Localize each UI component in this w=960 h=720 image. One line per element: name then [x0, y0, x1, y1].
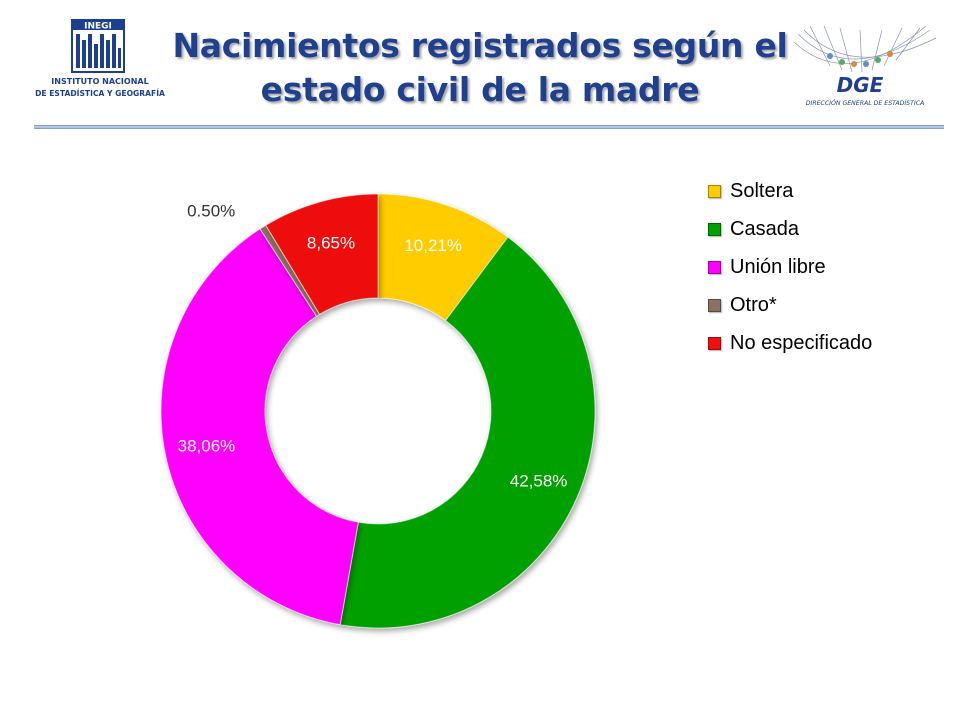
- legend-label: Otro*: [730, 293, 777, 316]
- legend-label: Unión libre: [730, 255, 826, 278]
- slice-no-especificado: [265, 193, 379, 315]
- inegi-logo-line1: INSTITUTO NACIONAL: [51, 77, 148, 86]
- legend-swatch: [708, 184, 721, 198]
- legend-swatch: [708, 336, 721, 350]
- inegi-logo: INEGI INSTITUTO NACIONAL DE ESTADÍSTICA …: [35, 19, 165, 98]
- legend-label: No especificado: [730, 331, 873, 354]
- header-divider: [34, 125, 944, 129]
- data-label-union-libre: 38,06%: [178, 437, 236, 456]
- dge-logo: DGE DIRECCIÓN GENERAL DE ESTADÍSTICA: [793, 26, 937, 107]
- legend-swatch: [708, 222, 721, 236]
- legend-label: Soltera: [730, 179, 794, 202]
- data-label-soltera: 10,21%: [404, 236, 462, 255]
- legend-swatch: [708, 298, 721, 312]
- legend-item-no-especificado: No especificado: [708, 324, 948, 362]
- inegi-logo-line2: DE ESTADÍSTICA Y GEOGRAFÍA: [35, 89, 165, 98]
- page-title-line2: estado civil de la madre: [260, 70, 700, 109]
- data-label-no-especificado: 8,65%: [307, 233, 355, 252]
- dge-logo-subtitle: DIRECCIÓN GENERAL DE ESTADÍSTICA: [806, 98, 925, 107]
- donut-data-labels: 10,21% 42,58% 38,06% 0.50% 8,65%: [178, 201, 568, 490]
- legend-swatch: [708, 260, 721, 274]
- inegi-logo-mark: INEGI: [84, 22, 112, 32]
- legend-item-casada: Casada: [708, 210, 948, 248]
- page-title: Nacimientos registrados según el estado …: [150, 24, 810, 112]
- slice-union-libre: [160, 228, 359, 626]
- legend-item-otro: Otro*: [708, 286, 948, 324]
- legend-item-union-libre: Unión libre: [708, 248, 948, 286]
- page-title-line1: Nacimientos registrados según el: [172, 26, 788, 65]
- legend-item-soltera: Soltera: [708, 172, 948, 210]
- data-label-casada: 42,58%: [510, 472, 568, 491]
- legend-label: Casada: [730, 217, 799, 240]
- slice-casada: [339, 236, 596, 629]
- data-label-otro: 0.50%: [187, 201, 235, 220]
- dge-logo-mark: DGE: [837, 73, 884, 97]
- donut-slices: [160, 193, 596, 629]
- chart-legend: Soltera Casada Unión libre Otro* No especifi…: [708, 172, 948, 362]
